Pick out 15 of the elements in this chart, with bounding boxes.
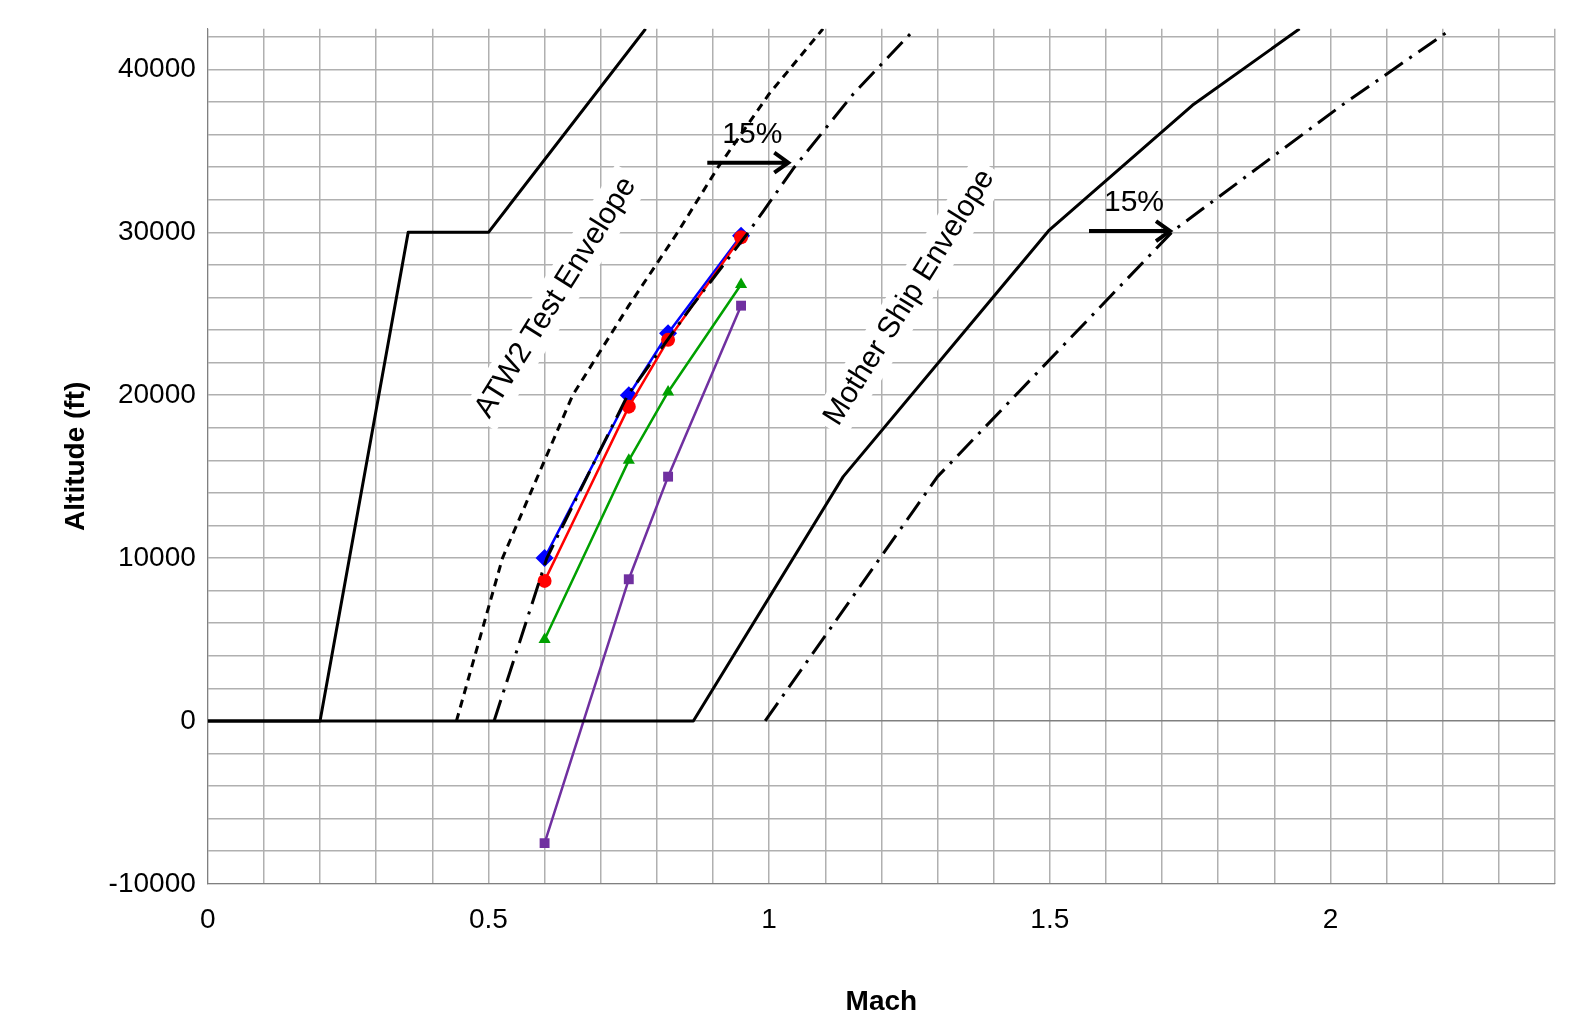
y-tick-label: 10000 — [117, 540, 196, 572]
annotation: 15% — [722, 115, 783, 149]
x-tick-label: 0 — [200, 903, 216, 935]
x-tick-label: 1.5 — [1030, 903, 1070, 935]
annotation: 15% — [1103, 184, 1165, 218]
x-tick-label: 1 — [761, 903, 777, 935]
y-tick-label: -10000 — [108, 866, 196, 898]
y-tick-label: 40000 — [117, 52, 196, 84]
x-tick-label: 2 — [1322, 903, 1339, 935]
y-tick-label: 30000 — [117, 215, 196, 247]
x-axis-title: Mach — [845, 984, 918, 1016]
x-tick-label: 0.5 — [468, 903, 508, 935]
y-tick-label: 0 — [180, 703, 196, 735]
y-tick-label: 20000 — [117, 377, 196, 409]
y-axis-title: Altitude (ft) — [58, 381, 90, 531]
